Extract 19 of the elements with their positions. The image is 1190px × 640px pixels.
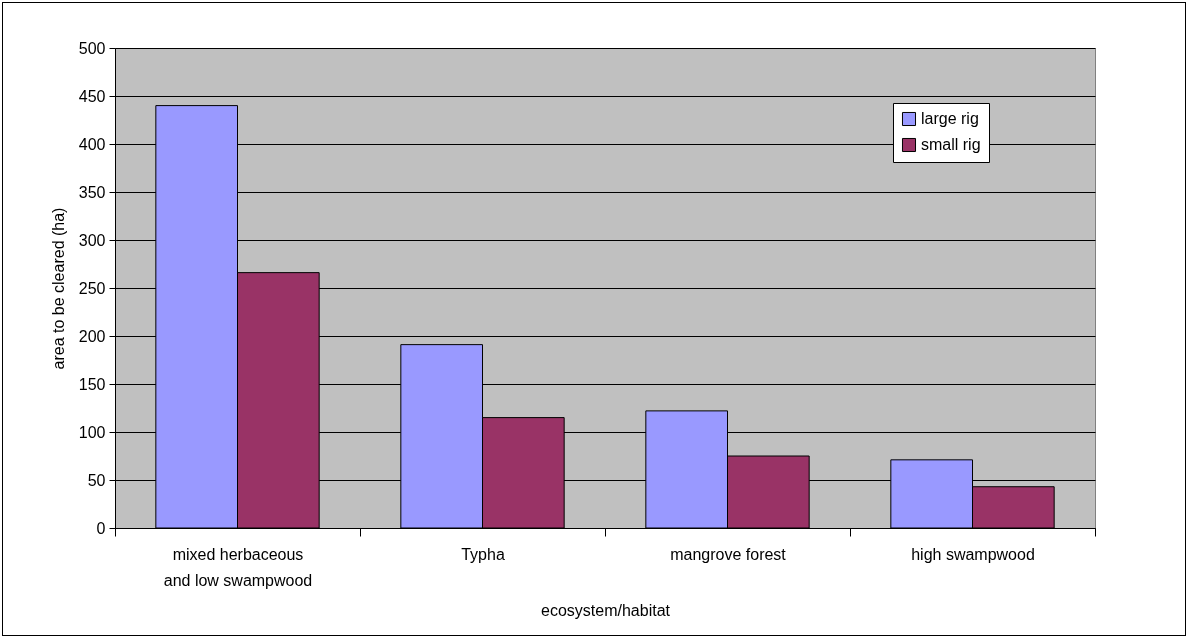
y-tick-label: 100 xyxy=(78,423,106,441)
x-tick-label: mixed herbaceous and low swampwood xyxy=(163,545,313,589)
y-tick-label: 500 xyxy=(78,39,106,57)
x-tick-label: Typha xyxy=(461,545,505,563)
y-tick-label: 0 xyxy=(96,519,106,537)
y-axis-title: area to be cleared (ha) xyxy=(49,207,67,370)
y-tick-label: 250 xyxy=(78,279,106,297)
y-tick-label: 50 xyxy=(87,471,106,489)
y-tick-label: 200 xyxy=(78,327,106,345)
legend-label: large rig xyxy=(921,110,979,127)
y-tick-label: 150 xyxy=(78,375,106,393)
legend-label: small rig xyxy=(921,136,981,153)
y-tick-label: 400 xyxy=(78,135,106,153)
x-tick-label: mangrove forest xyxy=(670,545,787,563)
y-tick-label: 350 xyxy=(78,183,106,201)
x-axis-title: ecosystem/habitat xyxy=(541,601,671,619)
y-tick-label: 300 xyxy=(78,231,106,249)
x-tick-label: high swampwood xyxy=(911,545,1035,563)
y-tick-label: 450 xyxy=(78,87,106,105)
